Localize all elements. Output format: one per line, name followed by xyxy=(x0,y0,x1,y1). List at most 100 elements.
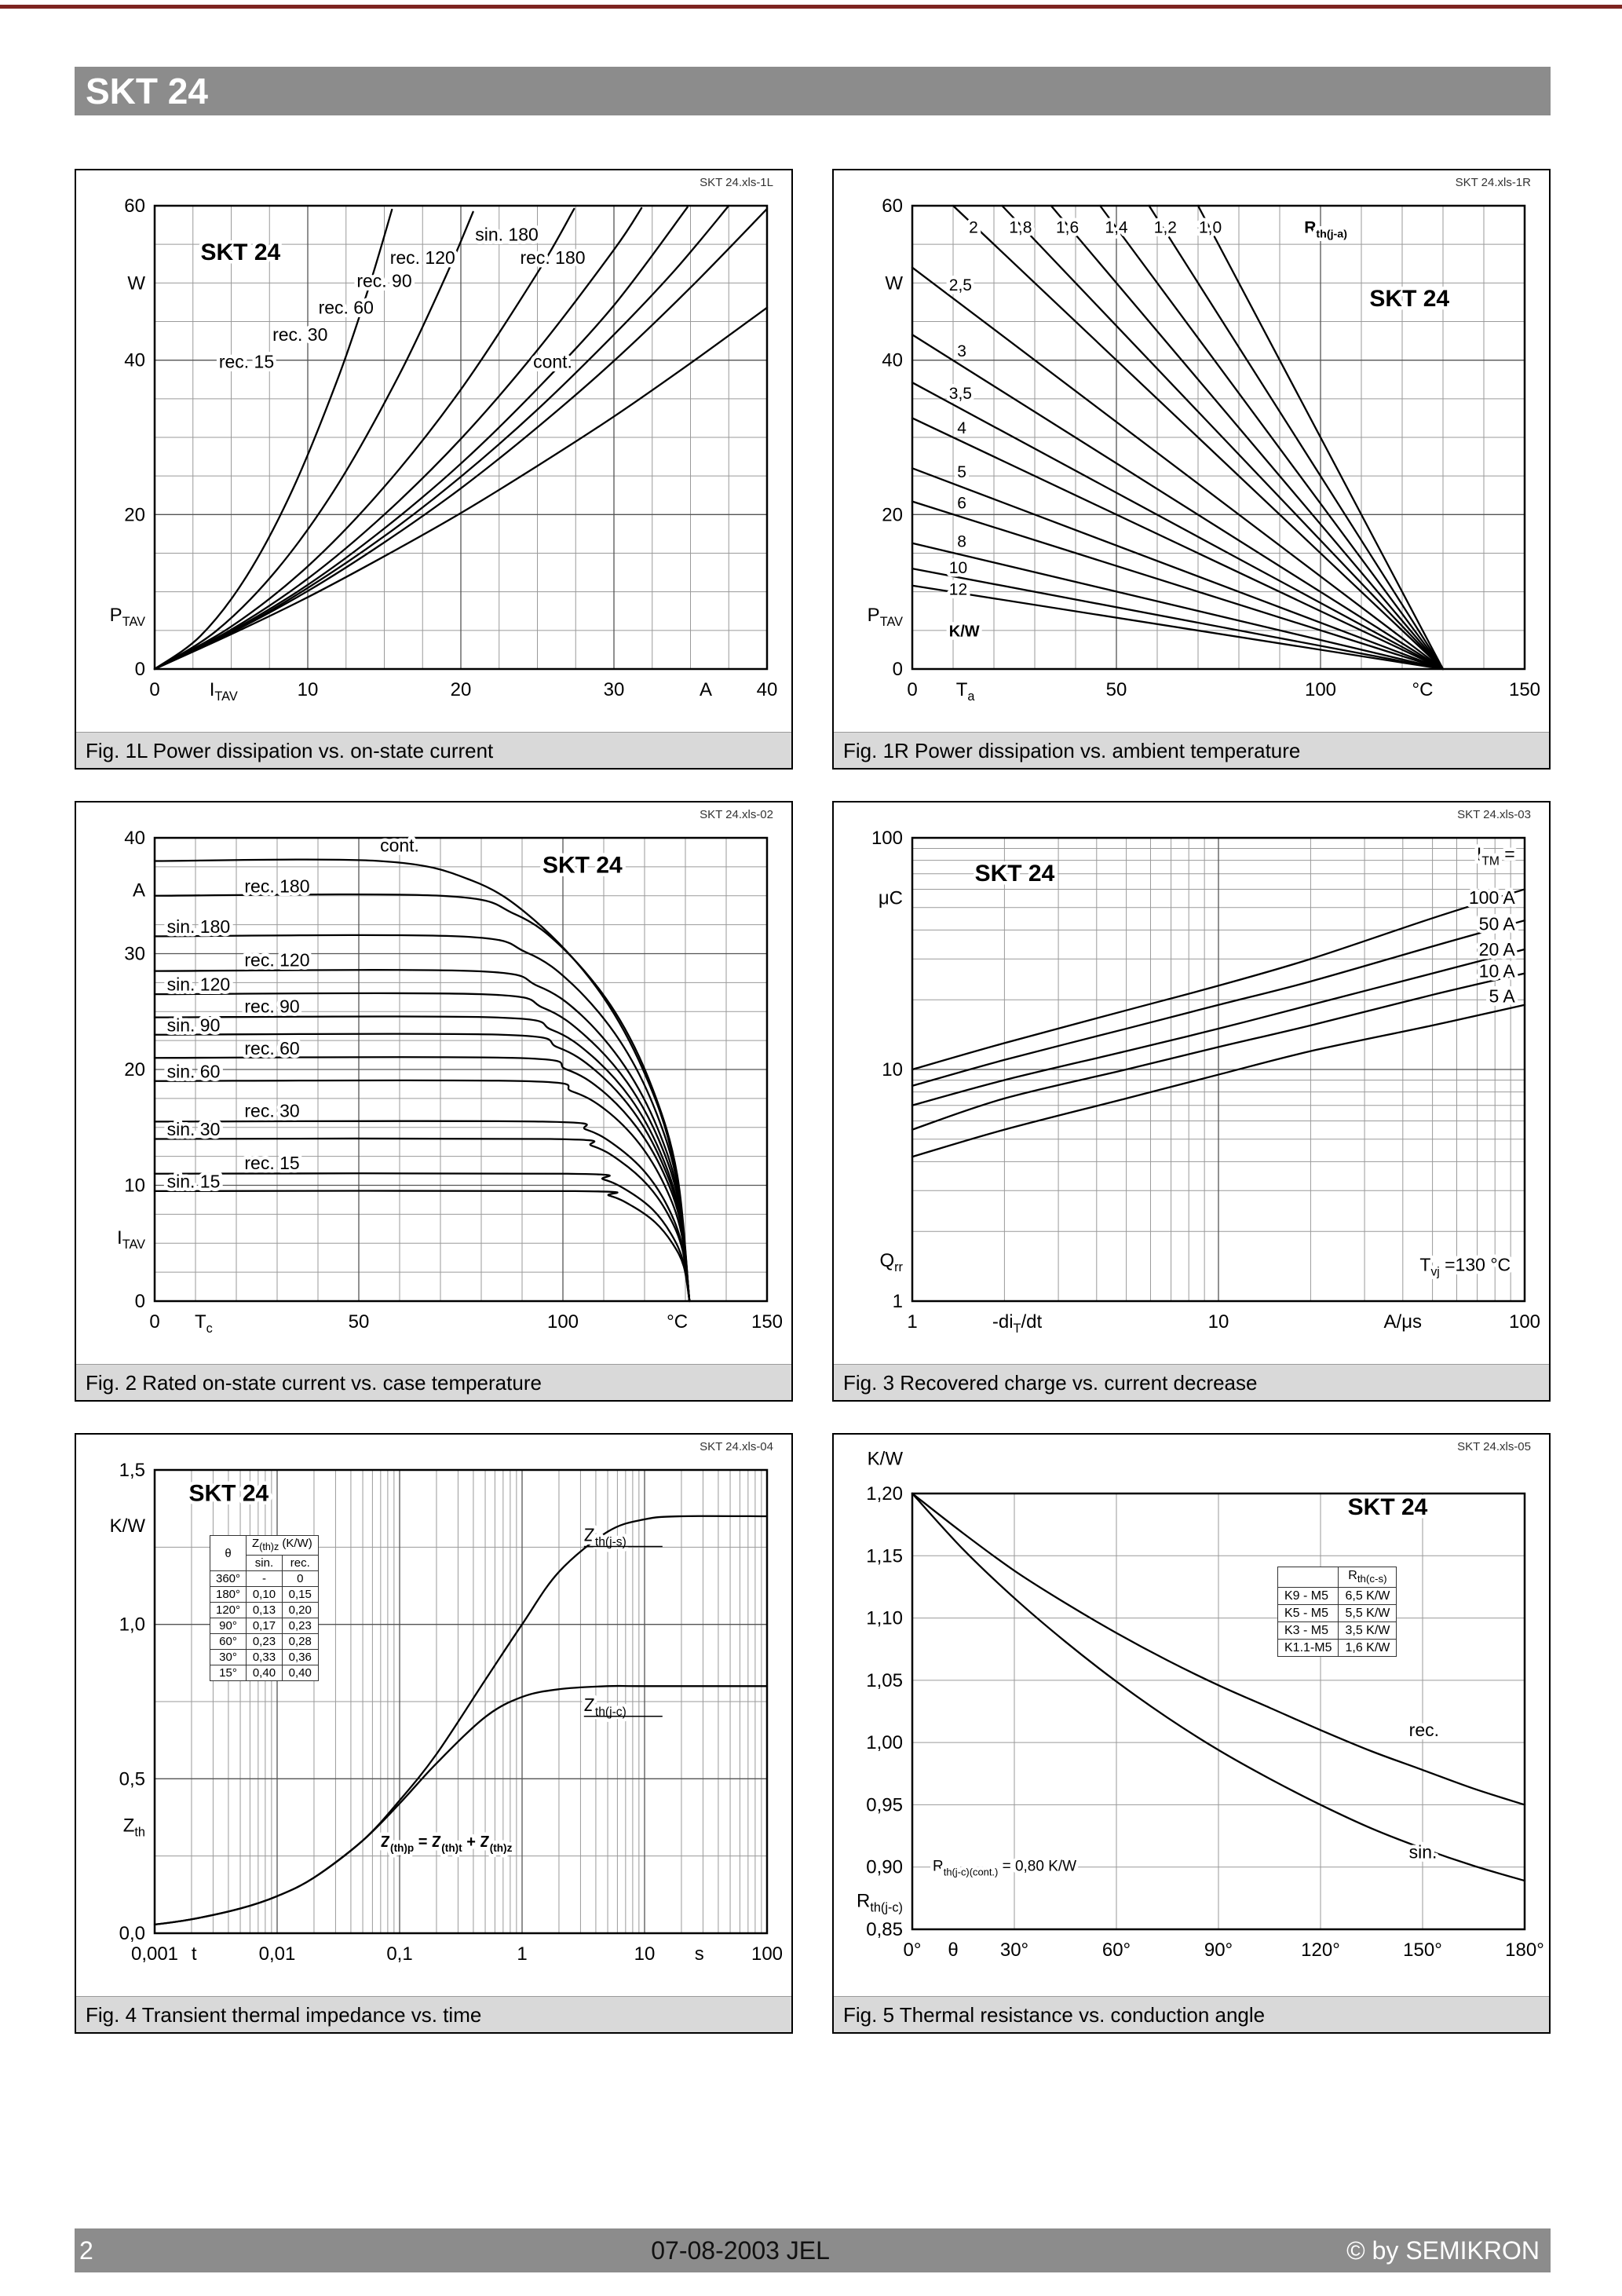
fig4-inset-table: θ Z(th)z (K/W) sin. rec. 360° -0 180° 0,10 0,15 1… xyxy=(209,1535,319,1681)
y-tick-label: 1,0 xyxy=(119,1614,145,1636)
plot-border xyxy=(911,204,1526,671)
x-axis-label: A/μs xyxy=(1384,1311,1423,1333)
x-axis-label: θ xyxy=(948,1940,958,1961)
y-axis-label: PTAV xyxy=(110,605,145,629)
curve-label: sin. 15 xyxy=(167,1171,221,1191)
x-tick-label: 60° xyxy=(1102,1940,1131,1961)
fig-5-panel: 0° 30° 60° 90° 120° 150° 180° θ 0,85 0,90 0,95 1,00… xyxy=(832,1433,1551,2034)
curve-label: rec. 120 xyxy=(390,247,455,268)
y-tick-label: 1,5 xyxy=(119,1460,145,1481)
series-rth-10 xyxy=(911,568,1445,671)
fig-2-caption: Fig. 2 Rated on-state current vs. case t… xyxy=(76,1364,791,1400)
series-rec-120 xyxy=(153,206,689,671)
series-itm-100-a xyxy=(911,888,1526,1071)
series-rec-180 xyxy=(153,893,691,1303)
curve-label: sin. 60 xyxy=(167,1061,221,1081)
y-tick-label: 0,5 xyxy=(119,1768,145,1790)
y-axis-label: Rth(j-c) xyxy=(857,1891,903,1915)
y-tick-label: 20 xyxy=(124,504,145,525)
curve-label: ITM = xyxy=(1477,844,1515,868)
gridlines xyxy=(154,837,768,1302)
curve-label: rec. xyxy=(1409,1720,1439,1740)
curve-label: Tvj =130 °C xyxy=(1419,1255,1511,1279)
series-rth-1-0 xyxy=(1196,204,1445,671)
curve-label: Zth(j-s) xyxy=(584,1524,627,1548)
series-rth-12 xyxy=(911,584,1445,671)
fig-1r-panel: 0 50 100 150 °C Ta 0 20 40 60 W PTAV 2 1,8 1,6 1,4 1,2 1,… xyxy=(832,169,1551,770)
curve-label: cont. xyxy=(380,835,419,856)
curve-label: 20 A xyxy=(1479,939,1516,960)
page-title: SKT 24 xyxy=(86,71,208,112)
series-rec- xyxy=(911,1492,1526,1806)
series-rec-60 xyxy=(153,1056,691,1303)
y-axis-label: K/W xyxy=(110,1515,146,1537)
curve-label: SKT 24 xyxy=(975,861,1055,887)
curve-label: Zth(j-c) xyxy=(584,1695,627,1719)
curve-label: rec. 30 xyxy=(244,1100,299,1121)
x-axis-label: A xyxy=(700,679,712,700)
series-itm-50-a xyxy=(911,919,1526,1087)
curve-label: sin. xyxy=(1409,1842,1438,1863)
curve-label: K/W xyxy=(949,623,980,641)
fig-3-panel: 1 10 100 A/μs -diT/dt 1 10 100 μC Qrr SKT 24 ITM = 1… xyxy=(832,801,1551,1402)
curve-label: Rth(j-c)(cont.) = 0,80 K/W xyxy=(933,1858,1076,1877)
x-tick-label: 40 xyxy=(757,679,778,700)
curve-label: SKT 24 xyxy=(1348,1494,1428,1520)
y-tick-label: 20 xyxy=(882,504,903,525)
y-tick-label: 1,15 xyxy=(866,1545,903,1567)
curve-label: 2 xyxy=(969,218,978,236)
curve-label: sin. 120 xyxy=(167,974,231,995)
y-axis-label: PTAV xyxy=(868,605,903,629)
x-tick-label: 20 xyxy=(451,679,472,700)
y-axis-label: K/W xyxy=(868,1449,904,1470)
y-tick-label: 100 xyxy=(871,828,903,849)
footer-bar: 2 07-08-2003 JEL © by SEMIKRON xyxy=(75,2228,1551,2272)
fig-4-panel: 0,001 0,01 0,1 1 10 100 t s 0,0 0,5 1,0 1,5 K/W Zth SK… xyxy=(75,1433,793,2034)
x-axis-label: ITAV xyxy=(210,679,238,704)
series-rec-15 xyxy=(153,1172,691,1303)
header-bar: SKT 24 xyxy=(75,67,1551,115)
series-rec-90 xyxy=(153,207,643,671)
fig-5-chart: 0° 30° 60° 90° 120° 150° 180° θ 0,85 0,90 0,95 1,00… xyxy=(857,1440,1544,1961)
series-rth-4 xyxy=(911,417,1445,671)
curve-label: rec. 90 xyxy=(244,996,299,1017)
fig-5-caption: Fig. 5 Thermal resistance vs. conduction… xyxy=(834,1996,1549,2032)
y-tick-label: 0,0 xyxy=(119,1923,145,1944)
curve-label: rec. 180 xyxy=(520,247,585,268)
y-tick-label: 0 xyxy=(893,659,903,680)
y-tick-label: 1,05 xyxy=(866,1670,903,1691)
series-sin-120 xyxy=(153,992,691,1303)
y-tick-label: 30 xyxy=(124,944,145,965)
y-tick-label: 1,10 xyxy=(866,1608,903,1629)
corner-label: SKT 24.xls-05 xyxy=(1457,1440,1531,1453)
curve-label: 2,5 xyxy=(949,276,972,294)
y-tick-label: 20 xyxy=(124,1059,145,1080)
series-rth-1-2 xyxy=(1148,204,1445,671)
series-rec-60 xyxy=(153,207,575,671)
corner-label: SKT 24.xls-03 xyxy=(1457,808,1531,821)
footer-copyright: © by SEMIKRON xyxy=(1346,2236,1540,2265)
series-rth-3-5 xyxy=(911,382,1445,671)
curve-label: Rth(j-a) xyxy=(1304,218,1347,240)
x-tick-label: 100 xyxy=(751,1943,783,1965)
x-tick-label: 10 xyxy=(634,1943,656,1965)
y-tick-label: 60 xyxy=(882,196,903,217)
fig-1l-caption: Fig. 1L Power dissipation vs. on-state c… xyxy=(76,732,791,768)
series-rec-30 xyxy=(153,210,474,671)
x-tick-label: 10 xyxy=(298,679,319,700)
x-tick-label: 10 xyxy=(1208,1311,1229,1333)
series-sin-90 xyxy=(153,1033,691,1303)
x-tick-label: 150 xyxy=(751,1311,783,1333)
curve-label: sin. 180 xyxy=(475,224,539,244)
y-axis-label: W xyxy=(127,272,145,294)
curve-label: rec. 180 xyxy=(244,876,309,896)
series-cont- xyxy=(153,306,769,671)
series-rth-8 xyxy=(911,542,1445,671)
series-itm-5-a xyxy=(911,1004,1526,1158)
corner-label: SKT 24.xls-04 xyxy=(700,1440,773,1453)
x-tick-label: 180° xyxy=(1505,1940,1544,1961)
fig-3-chart: 1 10 100 A/μs -diT/dt 1 10 100 μC Qrr SKT 24 ITM = 1… xyxy=(871,808,1540,1336)
fig-2-chart: 0 50 100 150 °C Tc 0 10 20 30 40 A ITAV cont. rec. 180… xyxy=(117,808,783,1336)
page-number: 2 xyxy=(79,2236,93,2265)
